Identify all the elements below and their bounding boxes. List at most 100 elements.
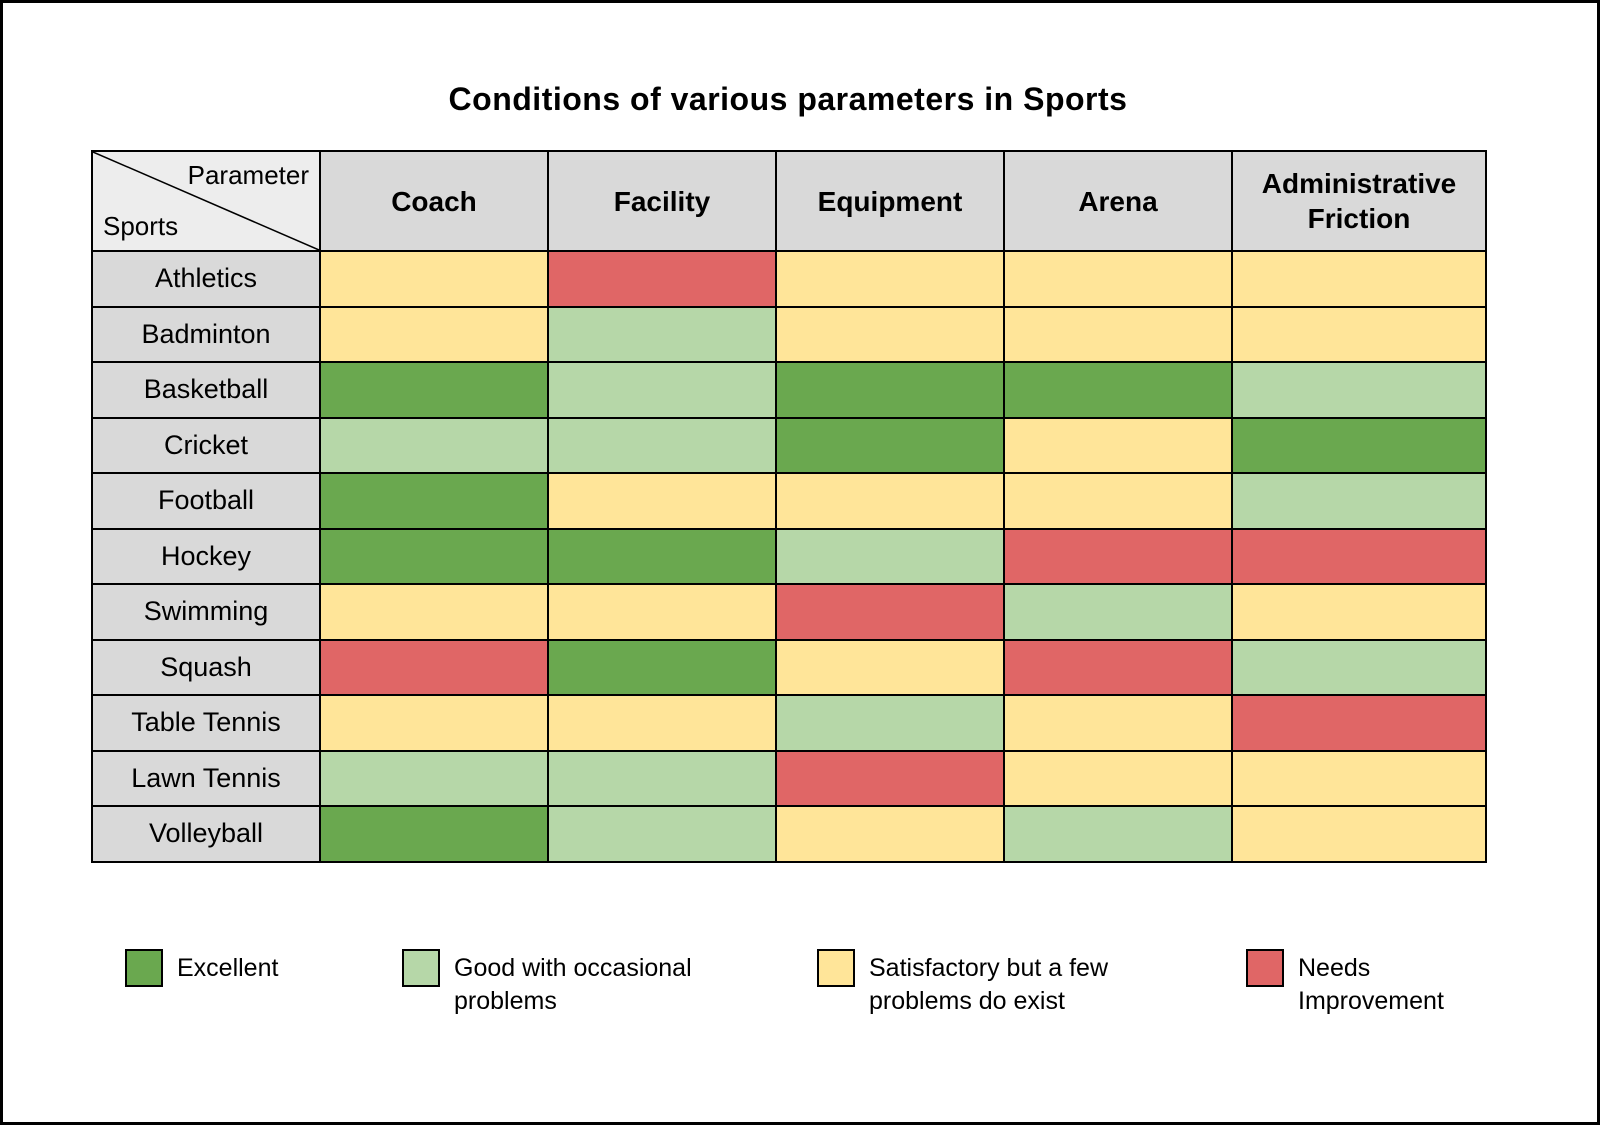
heatmap-cell-good (1231, 638, 1487, 696)
heatmap-cell-needs-improvement (1003, 638, 1233, 696)
heatmap-cell-good (547, 416, 777, 474)
heatmap-cell-satisfactory (1231, 250, 1487, 308)
table-row: Hockey (91, 527, 1487, 585)
heatmap-cell-excellent (319, 805, 549, 863)
heatmap-cell-satisfactory (775, 805, 1005, 863)
legend-swatch-good (402, 948, 440, 987)
row-label: Squash (91, 638, 321, 696)
table-row: Badminton (91, 305, 1487, 363)
legend: Excellent Good with occasional problems Sa… (125, 947, 1597, 1020)
table-row: Basketball (91, 361, 1487, 419)
heatmap-cell-excellent (775, 416, 1005, 474)
heatmap-cell-excellent (547, 527, 777, 585)
row-label: Badminton (91, 305, 321, 363)
heatmap-cell-good (547, 805, 777, 863)
heatmap-cell-satisfactory (1003, 472, 1233, 530)
heatmap-cell-good (319, 749, 549, 807)
column-header: Equipment (775, 150, 1005, 252)
column-header: Administrative Friction (1231, 150, 1487, 252)
table-row: Cricket (91, 416, 1487, 474)
heatmap-cell-good (1231, 361, 1487, 419)
row-label: Cricket (91, 416, 321, 474)
heatmap-cell-satisfactory (1231, 805, 1487, 863)
heatmap-cell-good (1231, 472, 1487, 530)
conditions-table: Parameter Sports Coach Facility Equipment A… (91, 150, 1487, 863)
heatmap-cell-good (1003, 583, 1233, 641)
legend-item-excellent: Excellent (125, 947, 307, 987)
legend-label: Good with occasional problems (454, 953, 692, 1016)
page-title: Conditions of various parameters in Spor… (448, 81, 1128, 117)
table-row: Volleyball (91, 805, 1487, 863)
diagonal-divider-line (93, 152, 319, 250)
heatmap-cell-good (319, 416, 549, 474)
table-row: Swimming (91, 583, 1487, 641)
heatmap-cell-satisfactory (1231, 583, 1487, 641)
heatmap-cell-excellent (319, 361, 549, 419)
table-row: Table Tennis (91, 694, 1487, 752)
heatmap-cell-needs-improvement (547, 250, 777, 308)
legend-item-good: Good with occasional problems (402, 947, 722, 1020)
column-header: Arena (1003, 150, 1233, 252)
heatmap-cell-satisfactory (319, 583, 549, 641)
heatmap-cell-satisfactory (1231, 749, 1487, 807)
row-label: Athletics (91, 250, 321, 308)
heatmap-cell-good (775, 527, 1005, 585)
table-row: Lawn Tennis (91, 749, 1487, 807)
table-row: Football (91, 472, 1487, 530)
heatmap-cell-satisfactory (319, 305, 549, 363)
table-body: Athletics Badminton Basketball Cricket Footb… (91, 250, 1487, 863)
heatmap-cell-satisfactory (547, 694, 777, 752)
heatmap-cell-good (775, 694, 1005, 752)
heatmap-cell-excellent (319, 472, 549, 530)
heatmap-cell-satisfactory (1003, 416, 1233, 474)
column-header: Facility (547, 150, 777, 252)
corner-label-sports: Sports (103, 211, 179, 241)
heatmap-cell-needs-improvement (1231, 527, 1487, 585)
heatmap-cell-satisfactory (319, 694, 549, 752)
legend-swatch-excellent (125, 948, 163, 987)
heatmap-cell-satisfactory (319, 250, 549, 308)
heatmap-cell-satisfactory (1003, 250, 1233, 308)
row-label: Hockey (91, 527, 321, 585)
legend-label: Satisfactory but a few problems do exist (869, 953, 1109, 1016)
row-label: Basketball (91, 361, 321, 419)
header-row: Parameter Sports Coach Facility Equipment A… (91, 150, 1487, 252)
legend-swatch-needs-improvement (1246, 948, 1284, 987)
row-label: Lawn Tennis (91, 749, 321, 807)
heatmap-cell-needs-improvement (775, 749, 1005, 807)
row-label: Football (91, 472, 321, 530)
heatmap-cell-satisfactory (1003, 305, 1233, 363)
row-label: Swimming (91, 583, 321, 641)
row-label: Table Tennis (91, 694, 321, 752)
heatmap-cell-satisfactory (1003, 694, 1233, 752)
heatmap-cell-satisfactory (775, 472, 1005, 530)
heatmap-cell-satisfactory (547, 472, 777, 530)
legend-item-needs-improvement: Needs Improvement (1246, 947, 1478, 1020)
heatmap-cell-needs-improvement (1003, 527, 1233, 585)
heatmap-cell-good (547, 749, 777, 807)
corner-cell: Parameter Sports (91, 150, 321, 252)
legend-item-satisfactory: Satisfactory but a few problems do exist (817, 947, 1151, 1020)
legend-swatch-satisfactory (817, 948, 855, 987)
heatmap-cell-good (1003, 805, 1233, 863)
heatmap-cell-satisfactory (1231, 305, 1487, 363)
heatmap-cell-good (547, 361, 777, 419)
row-label: Volleyball (91, 805, 321, 863)
heatmap-cell-needs-improvement (319, 638, 549, 696)
heatmap-cell-good (547, 305, 777, 363)
corner-label-parameter: Parameter (187, 160, 309, 190)
legend-label: Needs Improvement (1298, 953, 1444, 1016)
heatmap-cell-satisfactory (547, 583, 777, 641)
heatmap-cell-excellent (547, 638, 777, 696)
table-row: Squash (91, 638, 1487, 696)
table-row: Athletics (91, 250, 1487, 308)
heatmap-cell-satisfactory (775, 305, 1005, 363)
heatmap-cell-needs-improvement (775, 583, 1005, 641)
heatmap-cell-excellent (775, 361, 1005, 419)
heatmap-cell-excellent (319, 527, 549, 585)
column-header: Coach (319, 150, 549, 252)
legend-label: Excellent (177, 953, 279, 982)
heatmap-cell-satisfactory (1003, 749, 1233, 807)
heatmap-cell-satisfactory (775, 638, 1005, 696)
